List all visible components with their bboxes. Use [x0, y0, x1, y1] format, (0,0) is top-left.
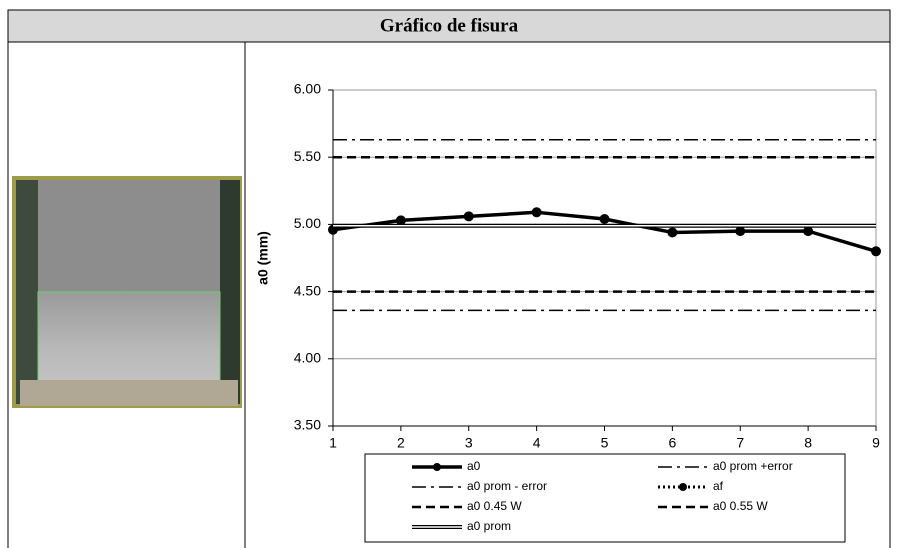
legend-label: a0 0.55 W [713, 499, 768, 513]
y-tick-label: 5.50 [294, 148, 321, 164]
x-tick-label: 4 [533, 435, 541, 451]
data-point [463, 211, 474, 222]
x-tick-label: 5 [601, 435, 609, 451]
x-tick-label: 6 [668, 435, 676, 451]
legend-label: a0 [467, 459, 481, 473]
data-point [531, 207, 542, 218]
y-axis-title: a0 (mm) [255, 231, 271, 285]
data-point [735, 226, 746, 237]
y-tick-label: 4.00 [294, 350, 321, 366]
data-point [395, 215, 406, 226]
legend-label: a0 prom [467, 519, 511, 533]
title-bar [7, 9, 891, 43]
y-tick-label: 5.00 [294, 215, 321, 231]
data-point [803, 226, 814, 237]
legend-label: a0 prom - error [467, 479, 547, 493]
legend-label: a0 prom +error [713, 459, 793, 473]
legend-marker [433, 463, 441, 471]
data-point [871, 246, 881, 257]
x-tick-label: 9 [872, 435, 880, 451]
y-tick-label: 4.50 [294, 282, 321, 298]
legend-marker [679, 483, 687, 491]
legend-label: af [713, 479, 724, 493]
specimen-photo [12, 176, 242, 408]
legend-label: a0 0.45 W [467, 499, 522, 513]
data-point [599, 214, 610, 225]
y-tick-label: 6.00 [294, 81, 321, 97]
x-tick-label: 3 [465, 435, 473, 451]
title: Gráfico de fisura [380, 15, 519, 36]
data-point [667, 227, 678, 238]
x-tick-label: 7 [736, 435, 744, 451]
x-tick-label: 8 [804, 435, 812, 451]
y-tick-label: 3.50 [294, 417, 321, 433]
x-tick-label: 1 [329, 435, 337, 451]
x-tick-label: 2 [397, 435, 405, 451]
